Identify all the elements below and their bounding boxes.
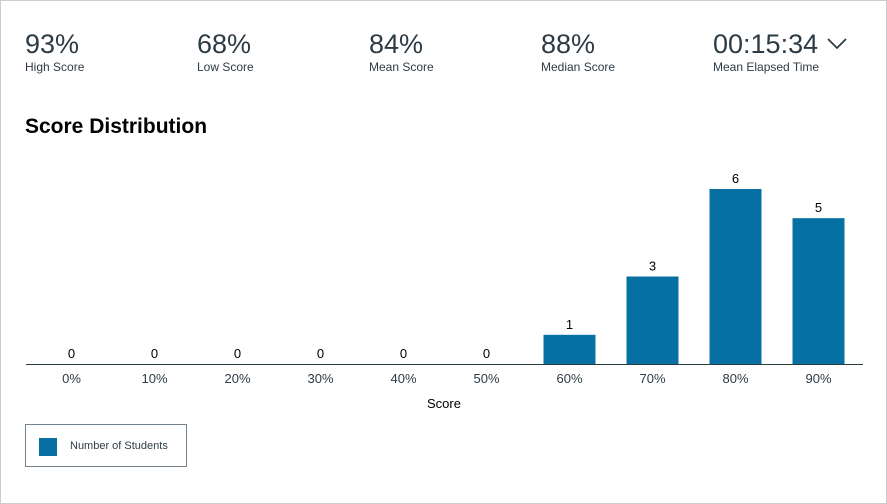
bar <box>543 334 596 364</box>
mean-elapsed-time-stat: 00:15:34 Mean Elapsed Time <box>713 29 823 75</box>
x-tick-label: 70% <box>639 371 665 386</box>
x-tick-label: 40% <box>390 371 416 386</box>
mean-score-label: Mean Score <box>369 60 434 74</box>
low-score-value: 68% <box>197 29 252 59</box>
x-tick-label: 80% <box>722 371 748 386</box>
bar <box>792 218 845 364</box>
bar-value-label: 5 <box>815 200 822 215</box>
x-tick-label: 60% <box>556 371 582 386</box>
bar-value-label: 1 <box>566 317 573 332</box>
median-score-label: Median Score <box>541 60 616 74</box>
x-tick-label: 0% <box>62 371 81 386</box>
high-score-label: High Score <box>25 60 85 74</box>
bar-value-label: 6 <box>732 171 739 186</box>
x-axis-label: Score <box>427 396 461 411</box>
chevron-down-icon[interactable] <box>826 36 848 50</box>
bar-value-label: 0 <box>68 346 75 361</box>
bar-value-label: 0 <box>151 346 158 361</box>
high-score-stat: 93% High Score <box>25 29 84 75</box>
mean-elapsed-time-value: 00:15:34 <box>713 29 819 59</box>
bar <box>626 276 679 364</box>
mean-score-stat: 84% Mean Score <box>369 29 434 75</box>
median-score-value: 88% <box>541 29 596 59</box>
x-tick-label: 10% <box>141 371 167 386</box>
chart-legend: Number of Students <box>25 424 187 467</box>
legend-swatch <box>39 438 57 456</box>
x-tick-label: 50% <box>473 371 499 386</box>
low-score-label: Low Score <box>197 60 254 74</box>
high-score-value: 93% <box>25 29 80 59</box>
mean-score-value: 84% <box>369 29 424 59</box>
x-tick-label: 30% <box>307 371 333 386</box>
mean-elapsed-time-label: Mean Elapsed Time <box>713 60 820 74</box>
bar-value-label: 0 <box>234 346 241 361</box>
score-distribution-chart: 0 0% 0 10% 0 20% 0 30% 0 40% 0 50% 1 60% 3 70% 6 80% 5 90% S… <box>26 171 863 411</box>
x-tick-label: 20% <box>224 371 250 386</box>
bar-value-label: 3 <box>649 259 656 274</box>
bar <box>709 189 762 364</box>
bar-value-label: 0 <box>317 346 324 361</box>
section-title: Score Distribution <box>25 115 208 138</box>
bar-value-label: 0 <box>400 346 407 361</box>
legend-label: Number of Students <box>70 440 168 452</box>
low-score-stat: 68% Low Score <box>197 29 254 75</box>
median-score-stat: 88% Median Score <box>541 29 615 75</box>
bar-value-label: 0 <box>483 346 490 361</box>
x-tick-label: 90% <box>805 371 831 386</box>
